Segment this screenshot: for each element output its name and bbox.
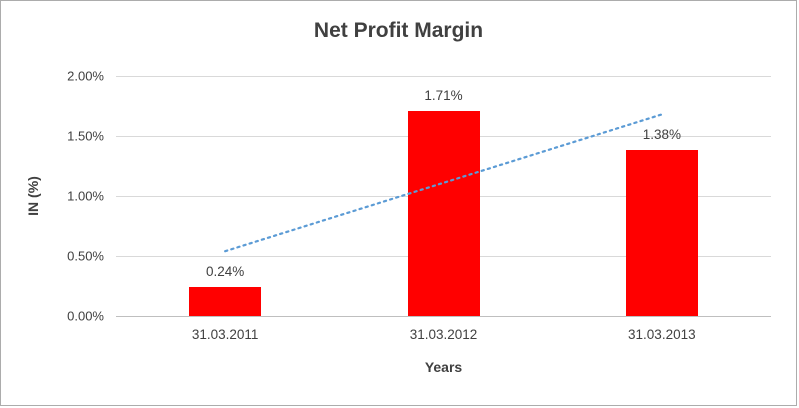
bar-value-label: 1.38%: [642, 127, 681, 143]
x-axis-title: Years: [424, 359, 463, 375]
gridline: [116, 76, 771, 77]
y-tick-label: 1.00%: [67, 188, 104, 204]
bar: [189, 287, 262, 316]
chart-title: Net Profit Margin: [313, 19, 484, 42]
plot-area: 0.24% 1.71% 1.38%: [116, 76, 771, 317]
y-tick-label: 0.50%: [67, 248, 104, 264]
y-tick-label: 2.00%: [67, 68, 104, 84]
x-tick-label: 31.03.2012: [409, 327, 478, 342]
x-axis-line: [116, 316, 771, 317]
bar-value-label: 1.71%: [424, 87, 463, 103]
bar: [625, 150, 698, 316]
bar: [407, 110, 480, 316]
y-tick-label: 0.00%: [67, 308, 104, 324]
y-tick-label: 1.50%: [67, 128, 104, 144]
bar-value-label: 0.24%: [206, 264, 245, 280]
x-tick-label: 31.03.2013: [628, 327, 696, 342]
x-tick-label: 31.03.2011: [191, 327, 259, 342]
